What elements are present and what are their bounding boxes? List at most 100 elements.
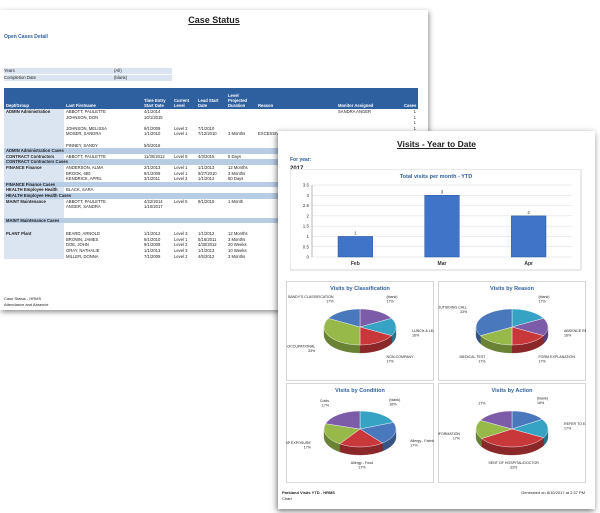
param-value[interactable]: (blank) — [114, 75, 128, 80]
pie-slice-name: (blank) — [537, 397, 548, 401]
cell-start: 9/1/2009 — [144, 125, 161, 131]
cell-lead: 1/1/2013 — [198, 164, 215, 170]
pie-slice-pct: 33% — [308, 349, 316, 353]
pie-slice[interactable] — [480, 410, 513, 430]
cell-name: JOHNSON, MELISSA — [66, 125, 107, 131]
open-cases-subtitle: Open Cases Detail — [4, 34, 48, 40]
cell-name: GRAY, NATHALIE — [66, 248, 100, 254]
cell-lead: 4/3/2015 — [198, 153, 215, 159]
param-row-completion-date: Completion Date (blank) — [4, 75, 172, 81]
bar[interactable] — [424, 195, 460, 258]
pie-slice[interactable] — [359, 422, 397, 444]
generated-timestamp: Generated on 8/10/2017 at 2:37 PM — [521, 490, 585, 495]
cell-dur: 12 Months — [228, 164, 248, 170]
table-row: JOHNSON, MELISSA 9/1/2009 Level 2 7/1/2010 1 — [4, 125, 418, 132]
visits-by-action-pie: Visits by Action(blank)16% REFER TO E.A.P… — [438, 383, 586, 483]
table-spacer-row — [4, 223, 418, 232]
table-cell — [64, 210, 142, 218]
table-cell — [64, 223, 142, 231]
visits-title: Visits - Year to Date — [396, 139, 477, 149]
pie-slice-pct: 16% — [564, 334, 572, 338]
cell-dept — [4, 125, 64, 132]
y-tick-label: 0 — [306, 255, 309, 260]
cell-dur: 10 Weeks — [228, 248, 247, 254]
param-value[interactable]: (All) — [114, 68, 122, 73]
pie-slice[interactable] — [359, 410, 394, 430]
pie-slice-name: ABSENCE REPORT — [564, 329, 586, 333]
table-row: BROOK, 680 9/1/2009 Level 1 9/27/2010 3 Mont… — [4, 170, 418, 177]
pie-slice-name: SANDY'S CLASSIFICATION — [288, 295, 334, 299]
cell-dept — [4, 204, 64, 210]
cell-name: PINNEY, SANDY — [66, 142, 98, 148]
footer-line: Case Status - HRMS — [4, 296, 42, 301]
cell-lead: 9/1/2015 — [198, 198, 215, 204]
column-header-duration[interactable]: Level Projected Duration — [226, 88, 256, 109]
bar-value-label: 3 — [441, 189, 444, 194]
y-tick-label: 2 — [306, 213, 309, 218]
pie-slice-label: ABSENCE REPORT16% — [564, 329, 586, 338]
cell-start: 7/1/2009 — [144, 253, 161, 259]
cell-level: Level 1 — [174, 170, 188, 176]
pie-slice[interactable] — [323, 423, 361, 445]
pie-slice[interactable] — [339, 428, 383, 448]
x-tick-label: Mar — [438, 261, 447, 267]
pie-slice-pct: 17% — [478, 402, 486, 406]
pie-slice[interactable] — [328, 308, 361, 328]
pie-slice-pct: 17% — [304, 445, 312, 449]
cell-level: Level 5 — [174, 198, 188, 204]
column-header-reason[interactable]: Reason — [256, 88, 336, 109]
case-report-footer: Case Status - HRMS Attendance and Absenc… — [4, 296, 48, 308]
pie-slice-name: Colds — [320, 399, 329, 403]
pie-slice[interactable] — [323, 318, 361, 346]
cell-name: ABBOTT, PAULETTE — [66, 153, 106, 159]
pie-slice[interactable] — [475, 308, 513, 336]
pie-slice-label: Allergy - Food 17% — [351, 461, 373, 470]
bar[interactable] — [337, 236, 373, 258]
cell-dur: 3 Months — [228, 236, 246, 242]
y-tick-label: 2.5 — [303, 203, 310, 208]
pie-slice[interactable] — [481, 428, 544, 448]
table-row: BROWN, JAMES 9/1/2010 Level 1 5/16/2011 3 Mo… — [4, 236, 418, 243]
column-header-dept[interactable]: Dept/Group — [4, 88, 64, 109]
pie-slice-label: LUNCH & LEARN SPEAKING16% — [412, 329, 434, 338]
cell-dept — [4, 136, 64, 143]
table-row: PLANT Plant BEARD, ARNOLD 1/1/2012 Level 3 1… — [4, 231, 418, 237]
table-row: MILLER, DONNA 7/1/2009 Level 2 4/5/2012 3 Mo… — [4, 253, 418, 260]
column-header-level[interactable]: Current Level — [172, 88, 196, 109]
cell-cases: 1 — [413, 114, 416, 120]
cell-lead: 1/1/2013 — [198, 248, 215, 254]
column-header-lead-start[interactable]: Lead Start Date — [196, 88, 226, 109]
group-total-row: CONTRACT Contractors Cases — [4, 159, 418, 165]
y-tick-label: 3 — [306, 193, 309, 198]
cell-start: 2/1/2013 — [144, 164, 161, 170]
column-header-start-date[interactable]: Time Entry Start Date — [142, 88, 172, 109]
cell-dept: FINANCE Finance — [4, 164, 64, 171]
pie-slice-name: Allergy - Food — [351, 461, 373, 465]
group-total-label: MAINT Maintenance Cases — [4, 217, 418, 224]
table-cell — [196, 210, 226, 218]
cell-cases: 1 — [413, 125, 416, 131]
table-body: ADMIN Administration ABBOTT, PAULETTE 4/1/… — [4, 109, 418, 260]
column-header-monitor[interactable]: Monitor Assigned — [336, 88, 402, 109]
cell-start: 3/1/2011 — [144, 176, 160, 182]
bar[interactable] — [511, 215, 547, 258]
open-cases-table: Dept/Group Last Firstname Time Entry Sta… — [4, 88, 418, 260]
table-cell — [226, 210, 256, 218]
column-header-cases[interactable]: Cases — [402, 88, 418, 109]
table-row: ANGER, SANDRA 1/10/2017 — [4, 204, 418, 210]
pie-slice[interactable] — [325, 410, 361, 430]
cell-start: 1/10/2017 — [144, 204, 163, 210]
param-label: Completion Date — [4, 75, 37, 80]
table-cell — [4, 223, 64, 232]
table-row — [4, 136, 418, 143]
pie-slice-pct: 16% — [412, 334, 420, 338]
table-row: GRAY, NATHALIE 1/1/2013 Level 3 1/1/2013 10 … — [4, 248, 418, 254]
cell-lead: 1/1/2012 — [198, 231, 215, 237]
column-header-name[interactable]: Last Firstname — [64, 88, 142, 109]
pie-slice-label: SANDY'S CLASSIFICATION 17% — [288, 295, 335, 304]
group-total-row: HEALTH Employee Health Cases — [4, 192, 418, 199]
visits-ytd-report-page: Visits - Year to Date For year: 2017 Tot… — [278, 131, 595, 509]
cell-name: ABBOTT, PAULETTE — [66, 198, 106, 204]
cell-name: BROOK, 680 — [66, 170, 91, 176]
